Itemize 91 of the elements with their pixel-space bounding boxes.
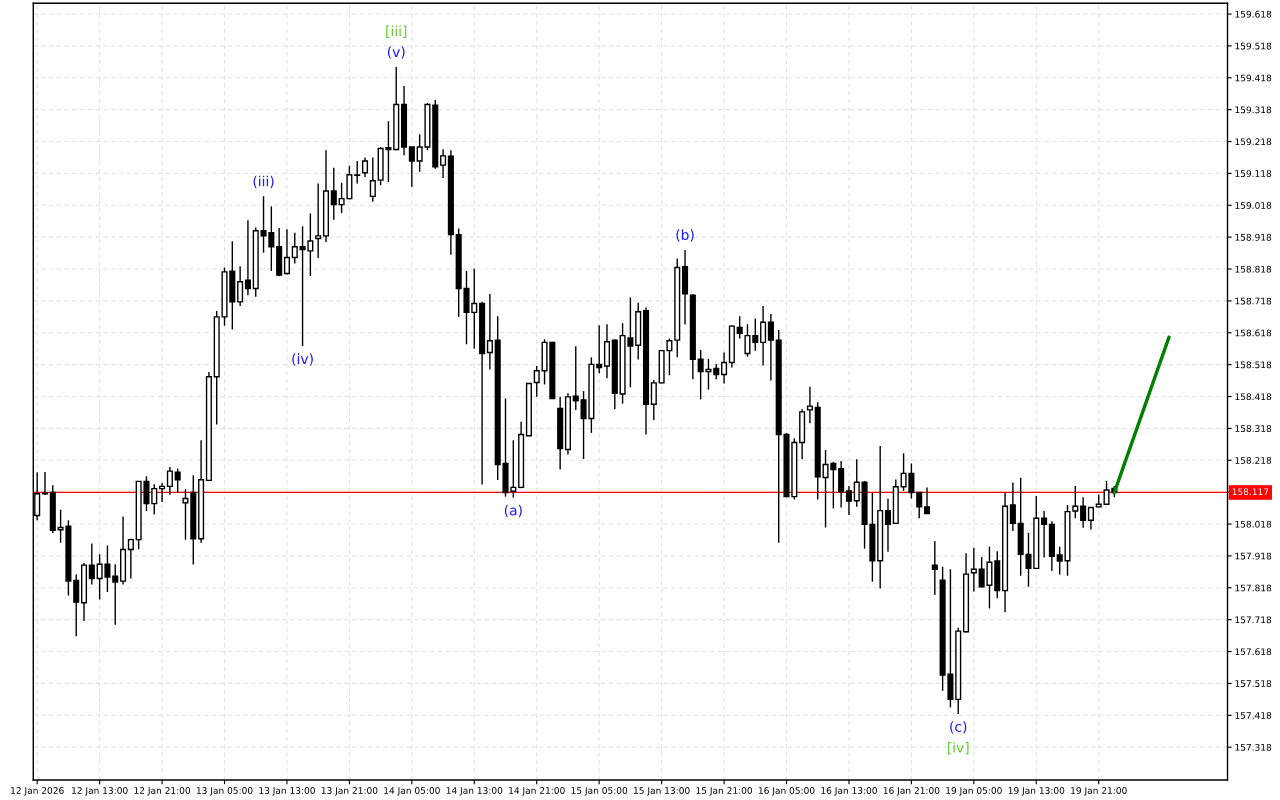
y-tick-label: 157.918 xyxy=(1235,552,1272,560)
candlestick xyxy=(283,228,290,276)
candlestick xyxy=(174,467,181,494)
candlestick xyxy=(845,485,852,516)
x-tick-label: 19 Jan 13:00 xyxy=(1008,787,1065,796)
candlestick xyxy=(884,497,892,553)
candlestick xyxy=(838,460,845,509)
x-tick-label: 16 Jan 05:00 xyxy=(758,787,815,796)
y-tick-label: 158.018 xyxy=(1235,520,1272,528)
ref-line-label: 158.117 xyxy=(1232,488,1269,496)
candlestick xyxy=(361,156,369,178)
x-tick-label: 12 Jan 2026 xyxy=(11,787,64,796)
y-tick-label: 157.718 xyxy=(1235,616,1272,624)
candlestick xyxy=(330,166,337,221)
y-tick-label: 159.218 xyxy=(1235,138,1272,146)
candlestick xyxy=(760,305,767,367)
x-tick-label: 15 Jan 05:00 xyxy=(571,787,628,796)
candlestick xyxy=(931,540,938,596)
x-tick-label: 19 Jan 21:00 xyxy=(1071,787,1127,796)
annotation: (v) xyxy=(387,46,405,59)
y-tick-label: 159.518 xyxy=(1235,42,1272,50)
candlestick xyxy=(291,232,298,265)
candlestick xyxy=(41,471,49,496)
candlestick xyxy=(596,324,603,374)
y-tick-label: 157.618 xyxy=(1235,648,1272,656)
y-tick-label: 159.618 xyxy=(1235,10,1272,18)
candlestick xyxy=(127,538,134,580)
candlestick xyxy=(166,466,173,496)
y-tick-label: 158.518 xyxy=(1235,361,1272,369)
candlestick xyxy=(354,160,361,185)
y-tick-label: 158.318 xyxy=(1235,425,1272,432)
y-tick-label: 158.218 xyxy=(1235,457,1272,464)
candlestick xyxy=(736,315,743,340)
y-tick-label: 159.318 xyxy=(1235,106,1272,114)
candlestick xyxy=(923,486,931,515)
candlestick xyxy=(159,482,166,503)
x-tick-label: 14 Jan 05:00 xyxy=(384,787,440,796)
y-tick-label: 158.618 xyxy=(1235,329,1272,337)
y-tick-label: 159.018 xyxy=(1235,202,1272,209)
candlestick xyxy=(440,148,447,179)
candlestick xyxy=(73,573,80,637)
x-tick-label: 16 Jan 21:00 xyxy=(883,787,940,796)
annotation: (b) xyxy=(676,229,694,242)
candlestick xyxy=(315,182,322,259)
y-tick-label: 157.518 xyxy=(1235,680,1272,687)
candlestick xyxy=(721,351,728,385)
candlestick xyxy=(237,265,244,307)
candlestick xyxy=(244,219,251,296)
y-tick-label: 158.418 xyxy=(1235,393,1272,401)
candlestick xyxy=(533,365,540,398)
y-tick-label: 158.718 xyxy=(1235,297,1272,305)
candlestick xyxy=(1080,496,1087,529)
candlestick xyxy=(806,385,813,425)
y-tick-label: 157.418 xyxy=(1235,712,1272,719)
y-tick-label: 157.318 xyxy=(1235,743,1272,751)
candlestick xyxy=(767,313,774,382)
y-tick-label: 157.818 xyxy=(1235,584,1272,592)
x-tick-label: 19 Jan 05:00 xyxy=(946,787,1002,796)
x-tick-label: 13 Jan 13:00 xyxy=(259,787,315,796)
candlestick xyxy=(853,458,860,508)
y-tick-label: 159.418 xyxy=(1235,74,1272,82)
candlestick xyxy=(970,546,977,593)
x-tick-label: 16 Jan 13:00 xyxy=(821,787,877,796)
x-tick-label: 14 Jan 21:00 xyxy=(509,787,565,796)
candlestick xyxy=(1009,481,1016,532)
x-tick-label: 15 Jan 13:00 xyxy=(634,787,690,796)
annotation: (a) xyxy=(504,504,522,518)
annotation: [iv] xyxy=(947,742,969,755)
candlestick xyxy=(408,146,415,188)
x-tick-label: 13 Jan 05:00 xyxy=(196,787,253,796)
y-tick-label: 158.818 xyxy=(1235,265,1272,273)
candlestick xyxy=(650,379,657,421)
annotation: (iv) xyxy=(292,353,313,366)
candlestick xyxy=(486,293,493,371)
candlestick xyxy=(1087,506,1094,531)
candlestick xyxy=(151,483,158,516)
candlestick xyxy=(88,542,95,586)
y-tick-label: 158.918 xyxy=(1235,233,1272,241)
x-tick-label: 13 Jan 21:00 xyxy=(321,787,378,796)
annotation: [iii] xyxy=(386,25,407,38)
x-tick-label: 12 Jan 13:00 xyxy=(72,787,128,796)
candlestick xyxy=(916,491,923,519)
annotation: (iii) xyxy=(253,175,274,189)
y-tick-label: 159.118 xyxy=(1235,170,1272,177)
candlestick xyxy=(1041,510,1048,559)
x-tick-label: 15 Jan 21:00 xyxy=(696,787,753,796)
candlestick xyxy=(369,156,376,203)
candlestick xyxy=(112,563,119,626)
x-tick-label: 14 Jan 13:00 xyxy=(446,787,503,796)
annotation: (c) xyxy=(950,721,967,734)
x-tick-label: 12 Jan 21:00 xyxy=(134,787,191,796)
